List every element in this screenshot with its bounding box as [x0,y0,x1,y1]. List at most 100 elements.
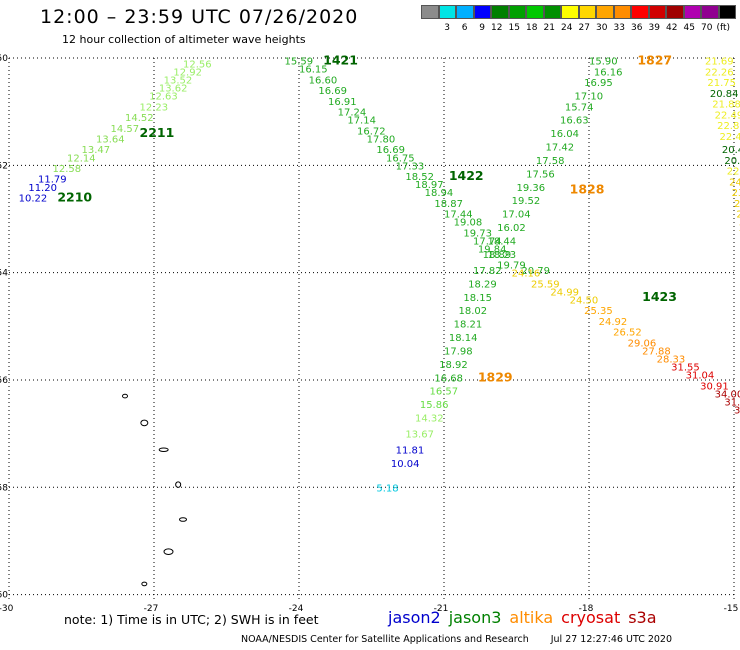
credit-timestamp: Jul 27 12:27:46 UTC 2020 [550,634,673,645]
wave-height-label: 19.73 [463,228,492,239]
wave-height-label: 18.15 [463,293,492,304]
wave-height-label: 18.02 [459,306,488,317]
colorbar-swatch [701,5,719,19]
y-tick-label: -50 [0,54,8,64]
wave-height-label: 18.52 [405,172,434,183]
wave-height-label: 17.33 [396,161,425,172]
wave-height-label: 16.63 [560,116,589,127]
colorbar-swatch [718,5,736,19]
pass-time-label: 2211 [140,125,175,140]
grid-lines [8,57,735,600]
wave-height-label: 16.02 [497,223,526,234]
wave-height-label: 17.80 [367,134,396,145]
colorbar-label: 3 [444,23,450,33]
wave-height-label: 21.69 [705,57,734,68]
wave-height-label: 14.32 [415,414,444,425]
wave-height-label: 18.97 [415,180,444,191]
wave-height-label: 11.20 [28,183,57,194]
y-tick-label: -54 [0,269,8,279]
wave-height-label: 16.69 [318,86,347,97]
pass-time-label: 1827 [637,53,672,68]
wave-height-label: 17.14 [347,116,376,127]
wave-height-label: 17.04 [502,210,531,221]
x-tick-label: -30 [0,604,14,614]
colorbar-swatch [666,5,684,19]
wave-height-label: 13.52 [164,75,193,86]
colorbar-label: 6 [461,23,468,33]
wave-height-label: 20.48 [722,145,740,156]
y-tick-label: -58 [0,483,8,493]
wave-height-label: 18.44 [488,236,517,247]
colorbar-swatch [683,5,701,19]
wave-height-label: 24.99 [550,287,579,298]
wave-height-label: 11.81 [396,446,425,457]
wave-height-label: 26.52 [613,328,642,339]
wave-height-label: 14.57 [111,124,140,135]
wave-height-label: 33.29 [734,405,740,416]
wave-height-label: 20.84 [710,89,739,100]
wave-height-label: 16.68 [434,373,463,384]
pass-time-label: 1423 [642,289,677,304]
wave-height-label: 13.47 [82,145,111,156]
wave-height-label: 30.91 [700,381,729,392]
colorbar-label: 42 [666,23,678,33]
wave-height-label: 13.64 [96,134,125,145]
colorbar-swatch [543,5,561,19]
colorbar-label: 36 [631,23,643,33]
wave-height-label: 25.35 [584,306,613,317]
wave-height-label: 21.75 [707,78,736,89]
wave-height-label: 31.21 [724,397,740,408]
wave-height-label: 22.26 [705,67,734,78]
legend-altika: altika [509,608,554,627]
wave-height-label: 16.91 [328,97,357,108]
pass-time-label: 1829 [478,369,513,384]
colorbar-label: 18 [526,23,538,33]
satellite-legend: jason2 jason3 altika cryosat s3a [388,608,665,627]
wave-height-label: 24.50 [570,295,599,306]
x-tick-label: -21 [434,604,449,614]
wave-height-label: 15.90 [589,57,618,68]
wave-height-labels: 12.5612.9213.5213.6212.6312.2314.5214.57… [19,53,740,495]
pass-time-label: 1421 [323,53,358,68]
wave-height-label: 23.4 [732,188,740,199]
colorbar-label: 33 [613,23,625,33]
wave-height-label: 13.62 [159,84,188,95]
x-tick-label: -27 [144,604,159,614]
island-outline [141,581,148,587]
wave-height-label: 18.92 [439,360,468,371]
wave-height-label: 18.29 [468,279,497,290]
pass-time-label: 2210 [57,190,92,205]
wave-height-label: 18.23 [488,250,517,261]
wave-height-label: 19.52 [512,196,541,207]
colorbar-swatch [561,5,579,19]
colorbar-swatch [526,5,544,19]
wave-height-label: 22.8 [736,210,740,221]
wave-height-label: 18.87 [434,199,463,210]
wave-height-label: 16.72 [357,126,386,137]
wave-height-label: 16.95 [584,78,613,89]
legend-cryosat: cryosat [561,608,621,627]
y-tick-label: -60 [0,591,8,601]
colorbar-label: 27 [578,23,590,33]
colorbar-swatch [421,5,439,19]
legend-jason3: jason3 [448,608,502,627]
wave-height-label: 17.98 [444,346,473,357]
colorbar-swatch [438,5,456,19]
wave-height-label: 11.79 [38,175,67,186]
credit-org: NOAA/NESDIS Center for Satellite Applica… [241,634,529,645]
wave-height-label: 17.58 [536,156,565,167]
island-outline [140,419,149,427]
wave-height-label: 18.14 [449,333,478,344]
wave-height-label: 12.56 [183,59,212,70]
colorbar-swatch [473,5,491,19]
wave-height-label: 18.94 [425,188,454,199]
wave-height-label: 18.21 [454,320,483,331]
wave-height-label: 10.04 [391,459,420,470]
wave-height-label: 22.45 [720,132,740,143]
wave-height-label: 22.49 [715,110,740,121]
wave-height-label: 16.75 [386,153,415,164]
wave-height-label: 31.55 [671,363,700,374]
wave-height-label: 22.69 [727,167,740,178]
wave-height-label: 17.44 [444,210,473,221]
